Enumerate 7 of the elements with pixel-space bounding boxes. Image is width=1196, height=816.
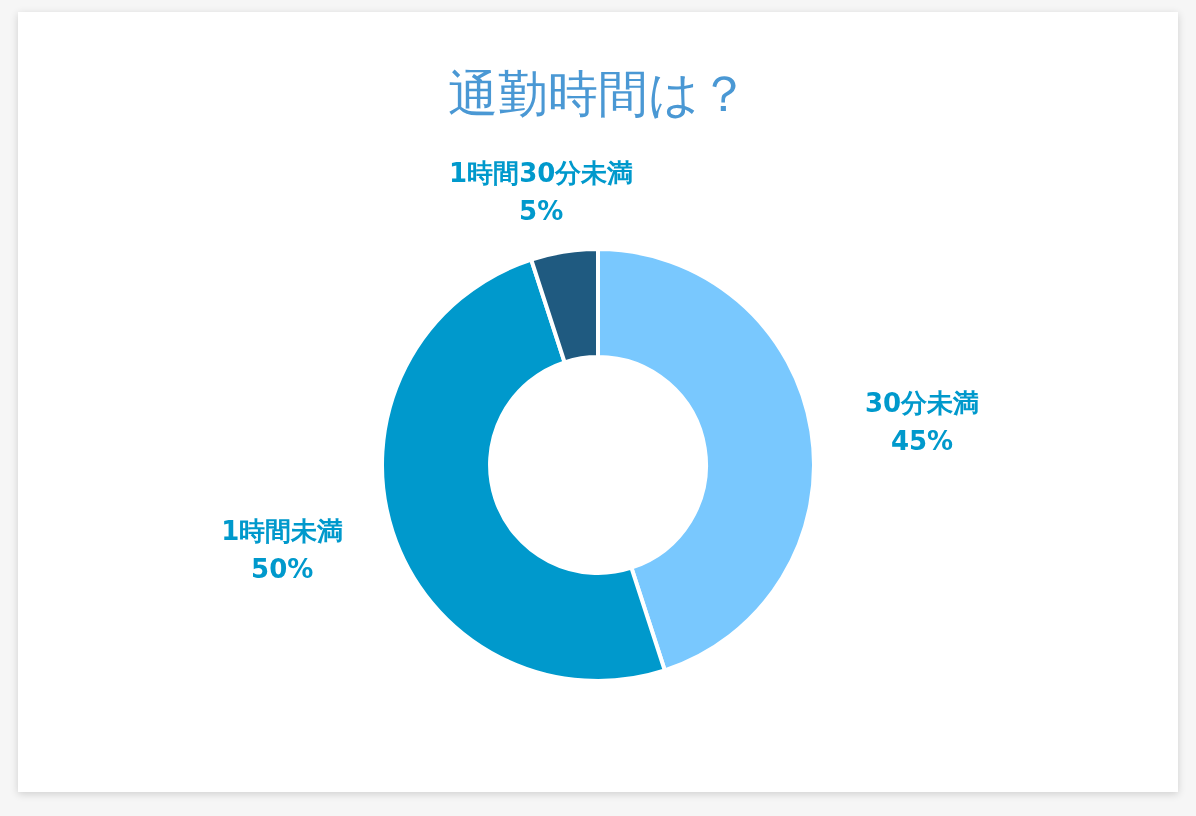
data-label: 45% — [890, 425, 954, 456]
slice-label: 1時間未満 — [221, 516, 344, 547]
data-label: 50% — [251, 554, 314, 585]
slice-label: 1時間30分未満 — [449, 158, 634, 189]
chart-title: 通勤時間は？ — [447, 65, 749, 123]
slice-label: 30分未満 — [864, 387, 980, 418]
data-label: 5% — [519, 196, 564, 227]
